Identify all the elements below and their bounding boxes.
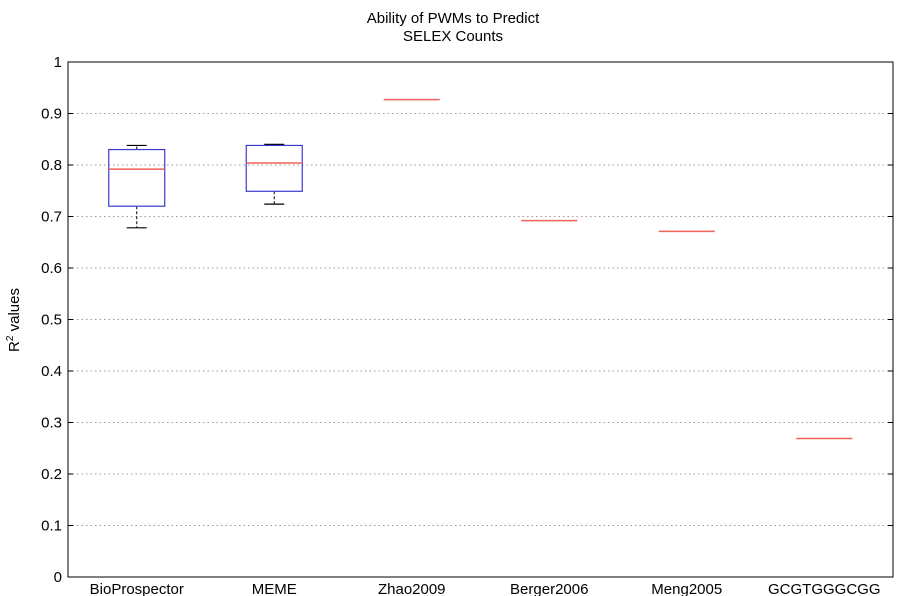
chart-title-line-1: Ability of PWMs to Predict (366, 10, 540, 27)
box-iqr (245, 144, 303, 192)
box-iqr (108, 148, 166, 207)
x-tick-label: Meng2005 (651, 581, 722, 596)
x-tick-label: BioProspector (90, 581, 184, 596)
y-tick-label: 0.6 (41, 260, 62, 277)
y-tick-label: 0.3 (41, 415, 62, 432)
chart-title-line-2: SELEX Counts (402, 28, 504, 45)
x-tick-label: MEME (252, 581, 297, 596)
y-tick-label: 0.1 (41, 518, 62, 535)
y-tick-label: 0.4 (41, 363, 62, 380)
y-tick-label: 0.5 (41, 312, 62, 329)
y-tick-label: 0.9 (41, 106, 62, 123)
y-tick-label: 0.2 (41, 466, 62, 483)
y-tick-label: 1 (54, 54, 62, 71)
x-tick-label: Zhao2009 (378, 581, 446, 596)
y-tick-label: 0 (54, 569, 62, 586)
y-tick-label: 0.7 (41, 209, 62, 226)
y-tick-label: 0.8 (41, 157, 62, 174)
plot-frame (67, 61, 894, 578)
x-tick-label: GCGTGGGCGG (768, 581, 881, 596)
x-tick-label: Berger2006 (510, 581, 588, 596)
